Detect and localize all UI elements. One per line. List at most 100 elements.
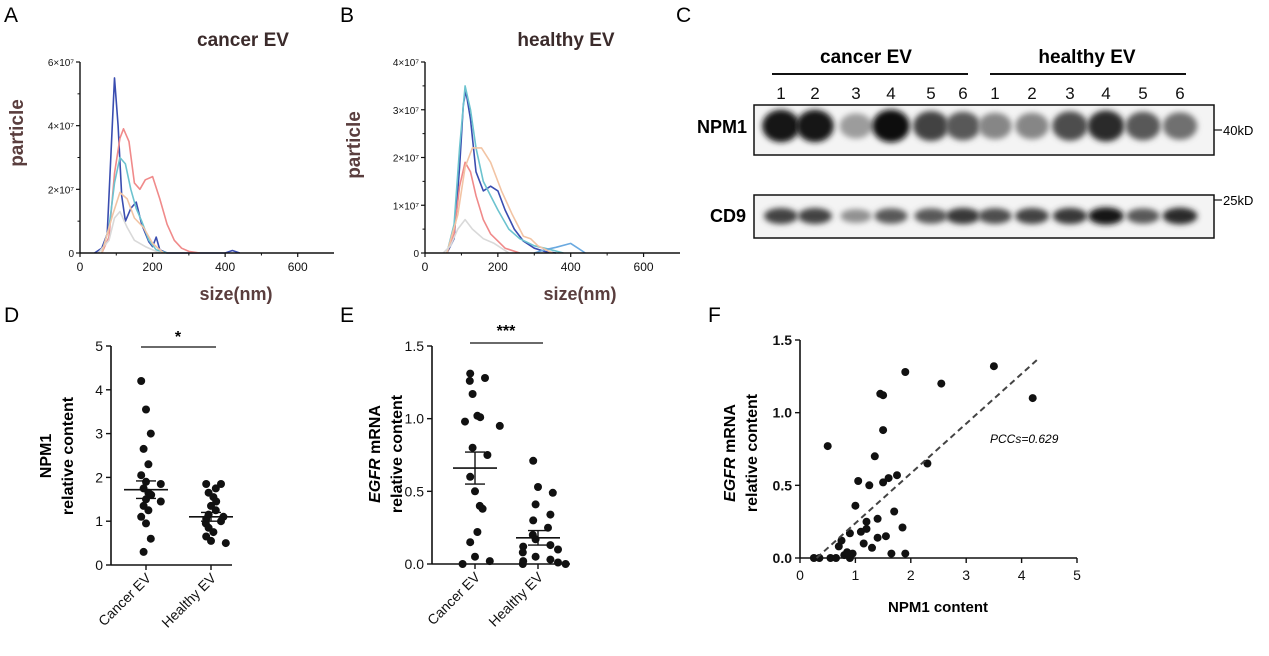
y-tick-label: 3	[95, 426, 103, 442]
data-point	[531, 500, 540, 509]
data-point	[546, 541, 555, 550]
x-tick-label: 5	[1073, 567, 1081, 583]
x-tick-label: 400	[215, 260, 235, 274]
blot-band	[872, 109, 910, 143]
panel-label-b: B	[340, 4, 354, 27]
x-tick-label: 1	[852, 567, 860, 583]
data-point	[139, 444, 148, 453]
x-tick-label: 4	[1018, 567, 1026, 583]
x-tick-label: 200	[488, 260, 508, 274]
significance-marker: *	[175, 329, 182, 346]
data-point	[137, 377, 146, 385]
data-point	[546, 555, 555, 564]
data-point	[868, 543, 876, 552]
panel-e-egfr-mrna: EGFR mRNA relative content *** 0.0 0.5 1.0…	[367, 323, 570, 630]
lane-number: 4	[886, 84, 895, 103]
band-label-cd9: CD9	[710, 206, 746, 226]
y-tick-label: 0	[95, 557, 103, 573]
data-point	[209, 528, 218, 537]
data-point	[901, 549, 910, 558]
data-point	[554, 558, 562, 567]
y-tick-label: 1×10⁷	[393, 201, 420, 212]
group-label-healthy: healthy EV	[1038, 47, 1135, 68]
data-point	[865, 481, 874, 490]
data-point	[843, 548, 852, 557]
blot-band	[1015, 112, 1049, 140]
data-point	[845, 529, 854, 538]
x-tick-label: 0	[422, 260, 429, 274]
data-point	[887, 549, 896, 558]
data-point	[142, 405, 150, 414]
blot-band	[914, 208, 948, 224]
data-point	[837, 536, 846, 545]
y-axis-label-line2: relative content	[60, 396, 77, 515]
series-line-peach	[446, 147, 553, 254]
data-point	[870, 452, 879, 461]
lane-number: 5	[1138, 84, 1147, 103]
marker-40kd: 40kD	[1223, 123, 1253, 138]
data-point	[529, 456, 538, 465]
blot-band	[945, 207, 981, 225]
chart-title: healthy EV	[517, 30, 614, 51]
x-tick-label: 3	[962, 567, 970, 583]
data-point	[884, 474, 893, 483]
data-point	[859, 539, 868, 548]
panel-label-e: E	[340, 304, 354, 327]
data-point	[561, 560, 570, 568]
data-point	[893, 471, 901, 480]
blot-band	[978, 208, 1012, 224]
blot-band	[840, 209, 872, 223]
data-point	[146, 534, 155, 543]
blot-band	[1126, 208, 1160, 224]
panel-label-c: C	[676, 4, 691, 27]
fit-line	[815, 358, 1039, 559]
y-tick-label: 2×10⁷	[48, 185, 75, 196]
x-tick-label: 600	[634, 260, 654, 274]
y-tick-label: 1.0	[405, 411, 425, 427]
y-axis-label-rest: mRNA	[722, 404, 739, 458]
y-tick-label: 1.5	[405, 338, 425, 354]
blot-band	[978, 112, 1012, 140]
blot-band	[762, 109, 800, 143]
blot-band	[874, 208, 908, 224]
y-tick-label: 0	[413, 249, 419, 260]
x-axis-label: NPM1 content	[888, 599, 988, 616]
lane-number: 1	[990, 84, 999, 103]
blot-band	[1052, 111, 1088, 141]
lane-number: 2	[810, 84, 819, 103]
chart-title: cancer EV	[197, 30, 289, 51]
data-point	[989, 362, 998, 371]
data-point	[531, 552, 540, 561]
data-point	[832, 554, 840, 562]
data-point	[495, 421, 504, 430]
data-point	[144, 460, 153, 469]
data-point	[851, 501, 860, 510]
data-point	[854, 477, 863, 485]
data-point	[473, 528, 482, 536]
x-axis-label: size(nm)	[199, 284, 272, 304]
y-axis-label-italic: EGFR	[722, 457, 739, 502]
data-point	[862, 524, 871, 533]
data-point	[468, 443, 477, 452]
x-tick-label: 200	[143, 260, 163, 274]
y-tick-label: 5	[95, 338, 103, 354]
x-tick-label: Cancer EV	[424, 568, 484, 628]
data-point	[146, 429, 155, 438]
panel-label-a: A	[4, 4, 18, 27]
data-point	[458, 560, 467, 568]
data-point	[481, 374, 489, 382]
x-tick-label: 0	[796, 567, 804, 583]
data-point	[466, 369, 475, 378]
y-axis-label-line2: relative content	[389, 394, 406, 513]
y-tick-label: 3×10⁷	[393, 106, 420, 117]
y-tick-label: 0	[68, 249, 74, 260]
data-point	[823, 442, 832, 451]
band-label-npm1: NPM1	[697, 117, 747, 137]
data-point	[471, 487, 479, 496]
lane-number: 2	[1027, 84, 1036, 103]
y-tick-label: 0.5	[773, 477, 793, 493]
blot-band	[1125, 111, 1161, 141]
lane-number: 6	[1175, 84, 1184, 103]
data-point	[221, 539, 230, 548]
data-point	[156, 497, 165, 506]
